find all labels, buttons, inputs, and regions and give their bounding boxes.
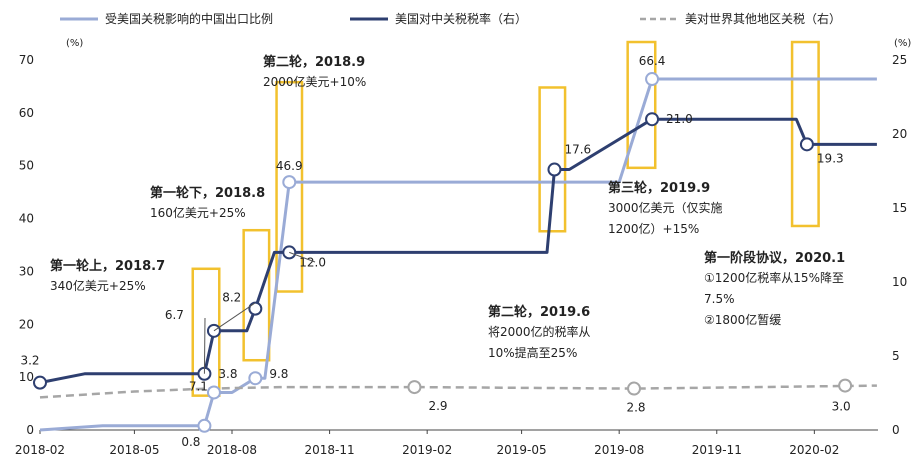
highlight-box [626, 40, 657, 170]
x-tick-label: 2018-08 [207, 443, 257, 457]
data-label: 6.7 [165, 308, 184, 322]
annotation-text: 2000亿美元+10% [263, 74, 366, 89]
highlight-box [538, 86, 567, 233]
data-point [206, 385, 221, 400]
left-tick-label: 70 [19, 53, 34, 67]
annotation-text: 1200亿）+15% [608, 221, 699, 236]
data-label: 8.2 [222, 291, 241, 305]
annotation-text: 340亿美元+25% [50, 278, 146, 293]
data-point [627, 381, 642, 396]
left-tick-label: 30 [19, 264, 34, 278]
left-tick-label: 40 [19, 212, 34, 226]
left-tick-label: 10 [19, 370, 34, 384]
right-tick-label: 15 [892, 201, 907, 215]
left-axis-unit: (%) [66, 38, 83, 49]
data-point [799, 137, 814, 152]
annotation-text: 160亿美元+25% [150, 205, 246, 220]
data-label: 3.8 [218, 367, 237, 381]
data-point [33, 375, 47, 390]
right-tick-label: 10 [892, 275, 907, 289]
right-tick-label: 5 [892, 349, 900, 363]
left-tick-label: 50 [19, 159, 34, 173]
data-point [197, 418, 212, 433]
annotation-title: 第二轮，2018.9 [263, 54, 365, 70]
data-label: 9.8 [269, 367, 288, 381]
label-leader [213, 302, 256, 332]
x-tick-label: 2018-02 [15, 443, 65, 457]
right-tick-label: 25 [892, 53, 907, 67]
annotation-title: 第一阶段协议，2020.1 [704, 250, 845, 266]
annotation-title: 第一轮下，2018.8 [150, 185, 265, 201]
data-label: 21.0 [666, 112, 693, 126]
data-label: 66.4 [639, 54, 666, 68]
annotation-title: 第三轮，2019.9 [608, 180, 710, 196]
x-tick-label: 2019-02 [402, 443, 452, 457]
data-point [547, 162, 562, 177]
data-label: 0.8 [181, 435, 200, 449]
data-point [645, 112, 660, 127]
label-leader [289, 251, 316, 263]
data-point [645, 72, 660, 87]
annotation-title: 第一轮上，2018.7 [50, 258, 165, 274]
x-tick-label: 2019-08 [594, 443, 644, 457]
legend-label: 受美国关税影响的中国出口比例 [105, 11, 273, 26]
legend-label: 美国对中关税税率（右） [395, 11, 527, 26]
x-tick-label: 2020-02 [789, 443, 839, 457]
data-point [248, 371, 263, 386]
right-tick-label: 20 [892, 127, 907, 141]
data-label: 17.6 [564, 143, 591, 157]
label-leader [203, 317, 206, 374]
left-tick-label: 20 [19, 317, 34, 331]
data-label: 7.1 [189, 379, 208, 393]
right-tick-label: 0 [892, 423, 900, 437]
data-point [248, 301, 263, 316]
left-tick-label: 0 [26, 423, 34, 437]
right-axis-unit: (%) [894, 38, 911, 49]
left-tick-label: 60 [19, 106, 34, 120]
data-label: 19.3 [817, 151, 844, 165]
data-point [282, 175, 297, 190]
annotation-text: 将2000亿的税率从 [488, 324, 591, 339]
data-label: 46.9 [276, 159, 303, 173]
data-point [407, 380, 422, 395]
annotation-text: 10%提高至25% [488, 345, 577, 360]
x-tick-label: 2018-11 [305, 443, 355, 457]
annotation-text: 3000亿美元（仅实施 [608, 200, 723, 215]
data-label: 2.8 [626, 401, 645, 415]
x-tick-label: 2018-05 [109, 443, 159, 457]
annotation-text: ②1800亿暂缓 [704, 312, 781, 327]
series-line [39, 384, 877, 399]
x-tick-label: 2019-05 [497, 443, 547, 457]
annotation-text: 7.5% [704, 292, 735, 306]
x-tick-label: 2019-11 [692, 443, 742, 457]
highlight-box [242, 228, 271, 362]
data-label: 3.2 [20, 354, 39, 368]
highlight-box [275, 80, 304, 293]
data-label: 3.0 [832, 400, 851, 414]
annotation-text: ①1200亿税率从15%降至 [704, 270, 844, 285]
highlight-box [790, 40, 820, 228]
data-label: 2.9 [428, 399, 447, 413]
legend-label: 美对世界其他地区关税（右） [685, 11, 841, 26]
annotation-title: 第二轮，2019.6 [488, 304, 590, 320]
data-point [838, 378, 853, 393]
